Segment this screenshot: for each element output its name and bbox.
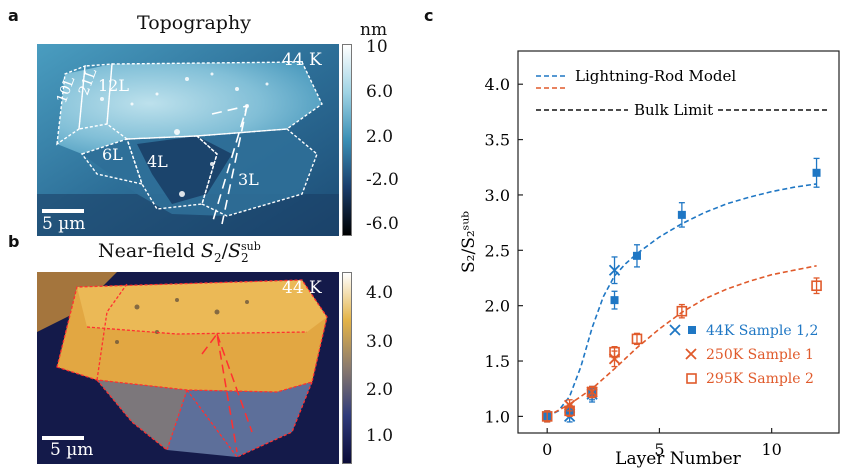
- data-point: [586, 385, 598, 399]
- panel-c-letter: c: [424, 6, 434, 25]
- panel-a-colorbar-unit: nm: [360, 20, 388, 40]
- panel-b-cbar-tick: 1.0: [366, 426, 394, 446]
- model-curve-0: [546, 183, 817, 418]
- data-point: [564, 404, 575, 418]
- legend-295k-label: 295K Sample 2: [706, 371, 814, 387]
- filled-square-marker: [632, 251, 641, 260]
- y-tick-label: 1.5: [485, 352, 510, 371]
- x-tick-label: 5: [654, 440, 664, 459]
- data-point: [541, 410, 553, 423]
- panel-a-scale-bar: [42, 209, 84, 213]
- panel-a-cbar-tick: -6.0: [366, 214, 399, 234]
- layer-label-3l: 3L: [238, 170, 259, 189]
- data-point: [608, 256, 621, 285]
- y-tick-label: 3.5: [485, 131, 510, 150]
- legend-295k: 295K Sample 2: [686, 371, 814, 387]
- panel-b-temperature: 44 K: [282, 278, 322, 298]
- y-tick-label: 3.0: [485, 186, 510, 205]
- panel-a-cbar-tick: 2.0: [366, 127, 394, 147]
- panel-b-cbar-tick: 2.0: [366, 380, 394, 400]
- open-square-marker: [564, 405, 575, 417]
- legend-250k-label: 250K Sample 1: [706, 347, 814, 363]
- filled-square-marker: [677, 210, 686, 219]
- layer-label-6l: 6L: [102, 145, 123, 164]
- y-axis-label: S₂/S₂ˢᵘᵇ: [459, 211, 479, 273]
- data-point: [631, 332, 643, 346]
- layer-label-12l: 12L: [98, 76, 129, 95]
- panel-a-temperature: 44 K: [282, 50, 322, 70]
- legend-250k: 250K Sample 1: [685, 347, 814, 363]
- legend-250k-x-marker: [685, 348, 697, 360]
- data-point: [812, 157, 821, 188]
- y-tick-label: 4.0: [485, 75, 510, 94]
- panel-a-title: Topography: [137, 12, 251, 34]
- x-marker: [608, 264, 621, 276]
- panel-b-cbar-tick: 3.0: [366, 332, 394, 352]
- legend-295k-square-marker: [686, 373, 697, 384]
- panel-b-letter: b: [8, 232, 20, 251]
- legend-bulk-limit: Bulk Limit: [634, 101, 713, 119]
- y-tick-label: 2.0: [485, 297, 510, 316]
- open-square-marker: [811, 280, 822, 292]
- data-point: [610, 290, 619, 310]
- x-tick-label: 10: [761, 440, 781, 459]
- filled-square-marker: [812, 168, 821, 177]
- open-square-marker: [609, 346, 620, 358]
- data-point: [676, 303, 688, 319]
- x-tick-label: 0: [542, 440, 552, 459]
- y-tick-label: 1.0: [485, 407, 510, 426]
- panel-b-scale-bar: [42, 436, 84, 440]
- panel-a-cbar-tick: -2.0: [366, 170, 399, 190]
- panel-b-scale-label: 5 µm: [50, 440, 94, 460]
- near-field-map: [37, 272, 339, 464]
- panel-a-cbar-tick: 6.0: [366, 82, 394, 102]
- open-square-marker: [631, 333, 643, 345]
- open-square-marker: [541, 411, 553, 422]
- x-axis-label: Layer Number: [615, 449, 742, 469]
- filled-square-marker: [610, 296, 619, 305]
- legend-44k: 44K Sample 1,2: [669, 323, 818, 339]
- legend-44k-x-marker: [669, 324, 681, 336]
- layer-number-chart: 0 5 10 1.0 1.5 2.0 2.5 3.0 3.5 4.0 Lightning-Rod …: [459, 50, 840, 469]
- legend-lightning-rod-model: Lightning-Rod Model: [575, 67, 736, 85]
- data-point: [632, 244, 641, 268]
- data-point: [609, 345, 620, 359]
- legend-44k-square-marker: [688, 326, 696, 334]
- topography-map: [37, 44, 339, 236]
- open-square-marker: [676, 305, 688, 317]
- data-point: [677, 202, 686, 228]
- panel-a-colorbar: [342, 44, 352, 236]
- panel-a-cbar-tick: 10: [366, 37, 388, 57]
- panel-a-scale-label: 5 µm: [42, 214, 86, 234]
- y-tick-label: 2.5: [485, 241, 510, 260]
- panel-b-cbar-tick: 4.0: [366, 283, 394, 303]
- panel-a-letter: a: [8, 6, 19, 25]
- legend-44k-label: 44K Sample 1,2: [706, 323, 818, 339]
- plot-frame: [517, 50, 840, 434]
- panel-b-title: Near-field S2/S sub 2: [98, 239, 261, 265]
- open-square-marker: [586, 386, 598, 398]
- x-marker: [608, 353, 621, 365]
- panel-b-colorbar: [342, 272, 352, 464]
- layer-label-4l: 4L: [147, 152, 168, 171]
- data-point: [811, 277, 822, 295]
